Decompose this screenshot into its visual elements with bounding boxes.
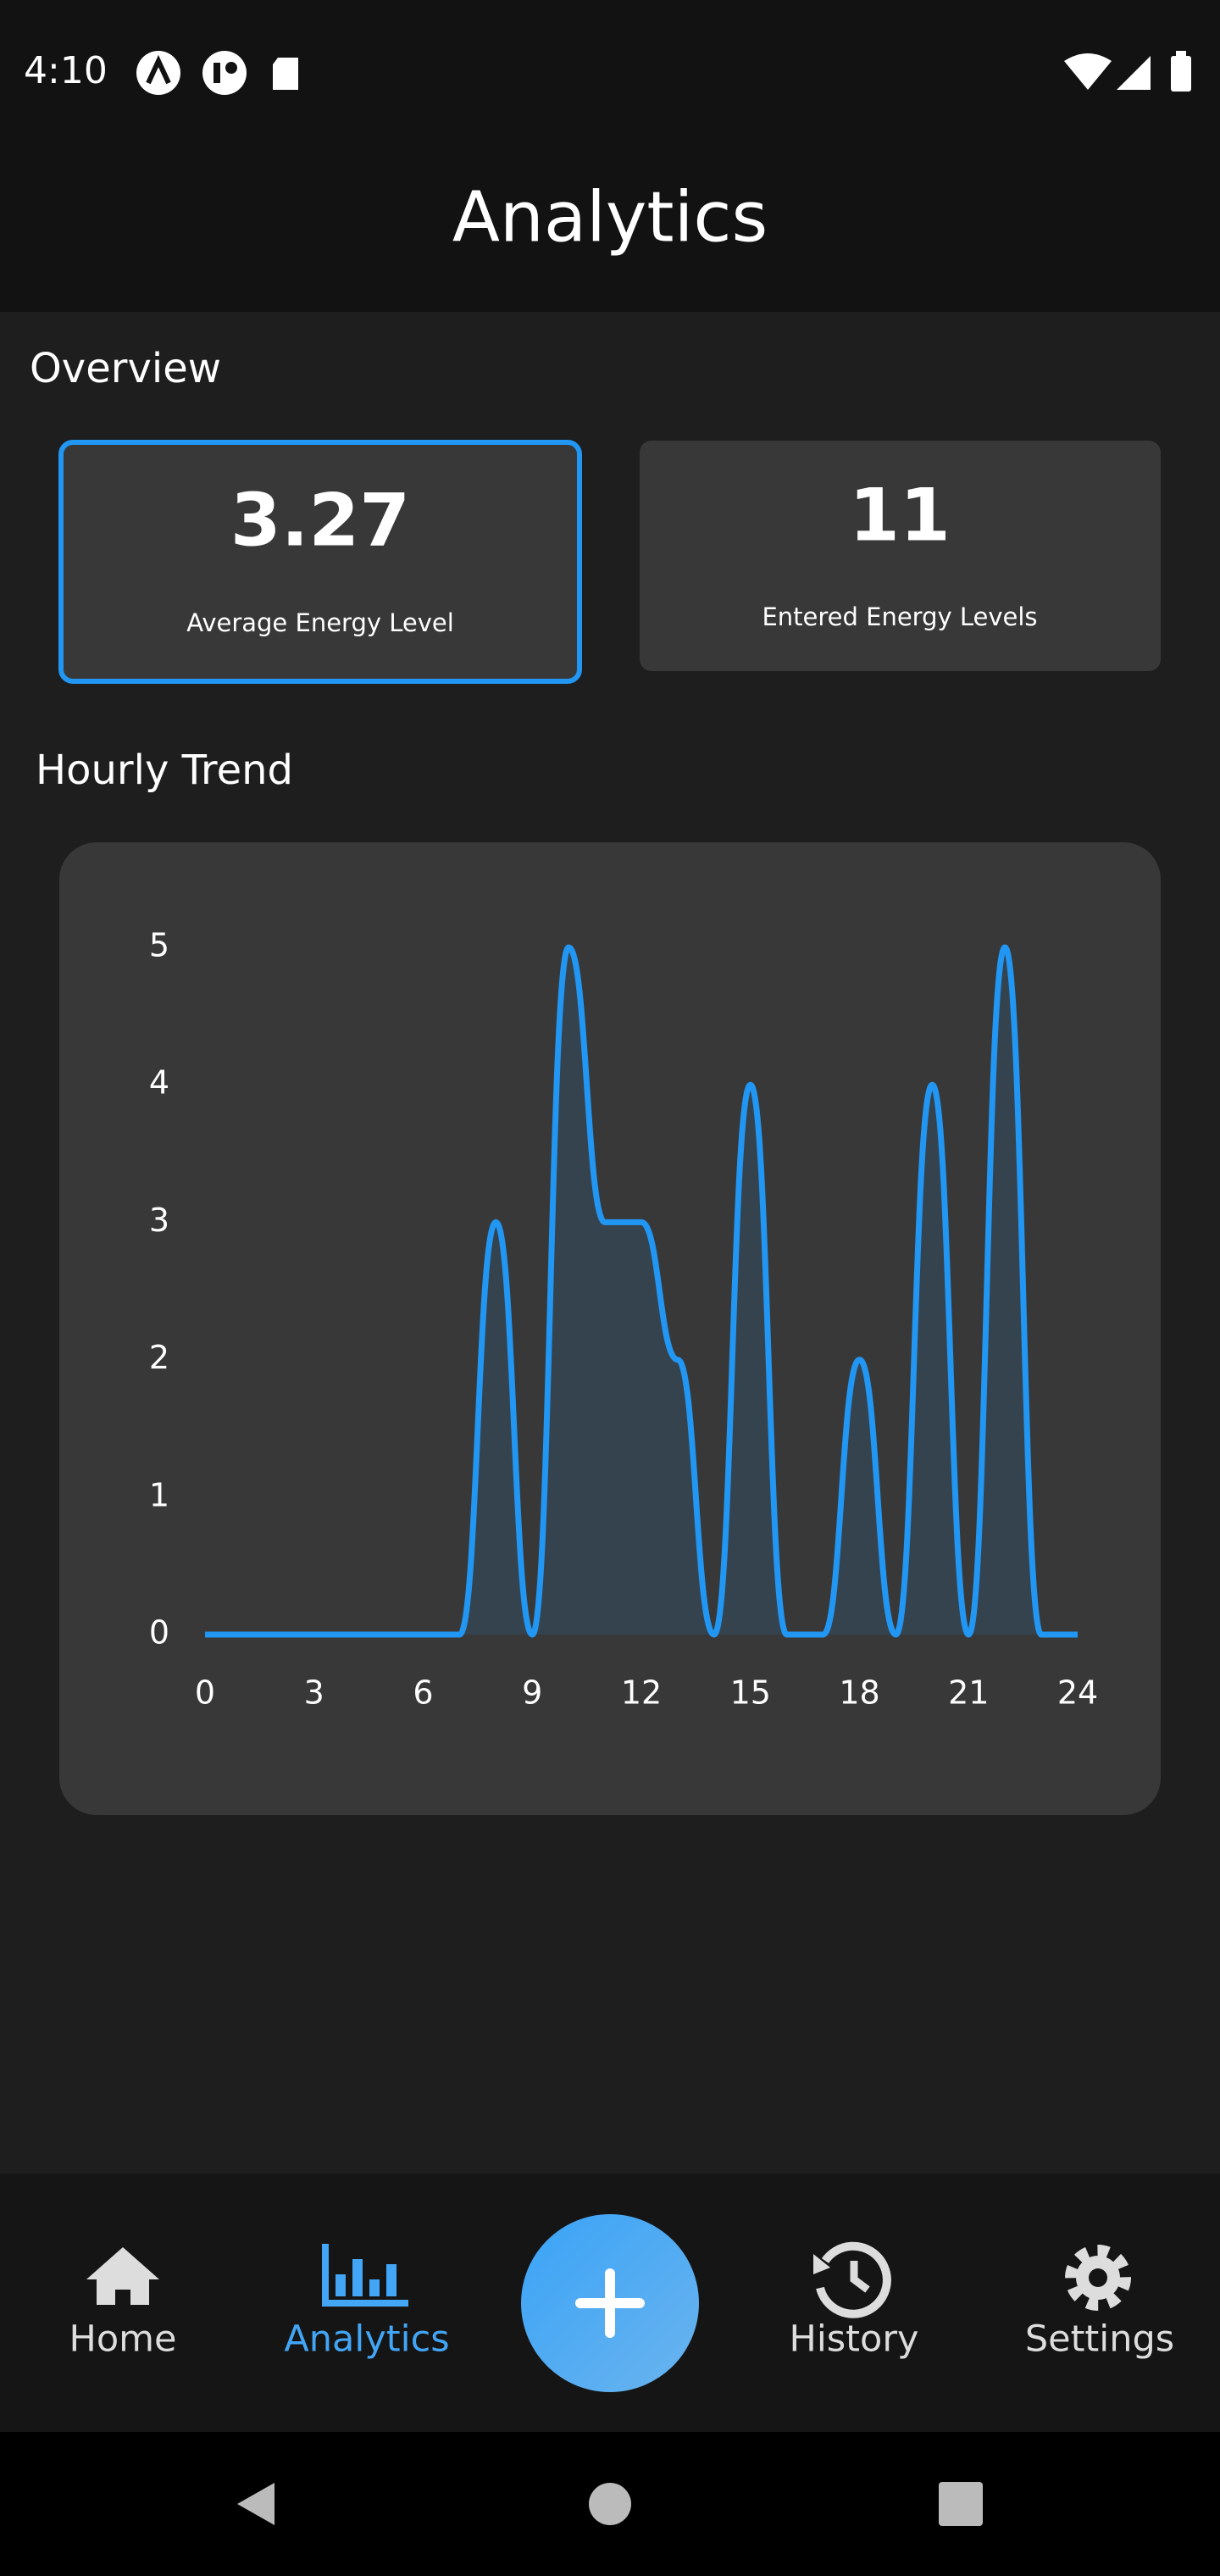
nav-label: History — [790, 2318, 919, 2361]
nav-history[interactable]: History — [790, 2241, 919, 2361]
nav-home[interactable]: Home — [69, 2247, 177, 2361]
nav-label: Analytics — [284, 2318, 449, 2361]
stat-value: 3.27 — [230, 478, 410, 563]
y-tick-label: 5 — [149, 927, 169, 964]
nav-label: Settings — [1025, 2318, 1174, 2361]
home-button[interactable] — [589, 2483, 631, 2525]
add-button[interactable] — [521, 2214, 699, 2392]
nav-label: Home — [69, 2318, 177, 2361]
y-tick-label: 4 — [149, 1064, 169, 1102]
page-title: Analytics — [452, 177, 768, 258]
y-tick-label: 3 — [149, 1202, 169, 1239]
x-tick-label: 12 — [621, 1674, 662, 1712]
y-tick-label: 2 — [149, 1339, 169, 1376]
nav-settings[interactable]: Settings — [1025, 2245, 1174, 2361]
status-time: 4:10 — [24, 49, 108, 92]
x-tick-label: 24 — [1057, 1674, 1098, 1712]
stat-label: Average Energy Level — [186, 608, 454, 637]
nav-analytics[interactable]: Analytics — [284, 2244, 450, 2361]
top-bar — [0, 0, 1220, 312]
x-tick-label: 0 — [195, 1674, 215, 1712]
x-tick-label: 18 — [839, 1674, 879, 1712]
x-tick-label: 3 — [304, 1674, 324, 1712]
stat-label: Entered Energy Levels — [762, 602, 1037, 631]
stat-card[interactable] — [58, 440, 582, 684]
status-icons-left — [136, 51, 298, 95]
line — [205, 944, 1078, 1638]
y-tick-label: 1 — [149, 1476, 169, 1513]
x-tick-label: 15 — [730, 1674, 771, 1712]
recents-button[interactable] — [939, 2482, 983, 2526]
stat-card[interactable] — [640, 441, 1161, 671]
x-tick-label: 21 — [948, 1674, 989, 1712]
x-tick-label: 9 — [522, 1674, 542, 1712]
section-title: Overview — [30, 345, 221, 392]
back-button[interactable] — [237, 2483, 274, 2525]
line-area — [205, 947, 1078, 1635]
status-icons-right — [1064, 51, 1191, 92]
section-title: Hourly Trend — [36, 747, 293, 794]
stat-value: 11 — [849, 473, 951, 558]
y-tick-label: 0 — [149, 1614, 169, 1652]
x-tick-label: 6 — [413, 1674, 433, 1712]
